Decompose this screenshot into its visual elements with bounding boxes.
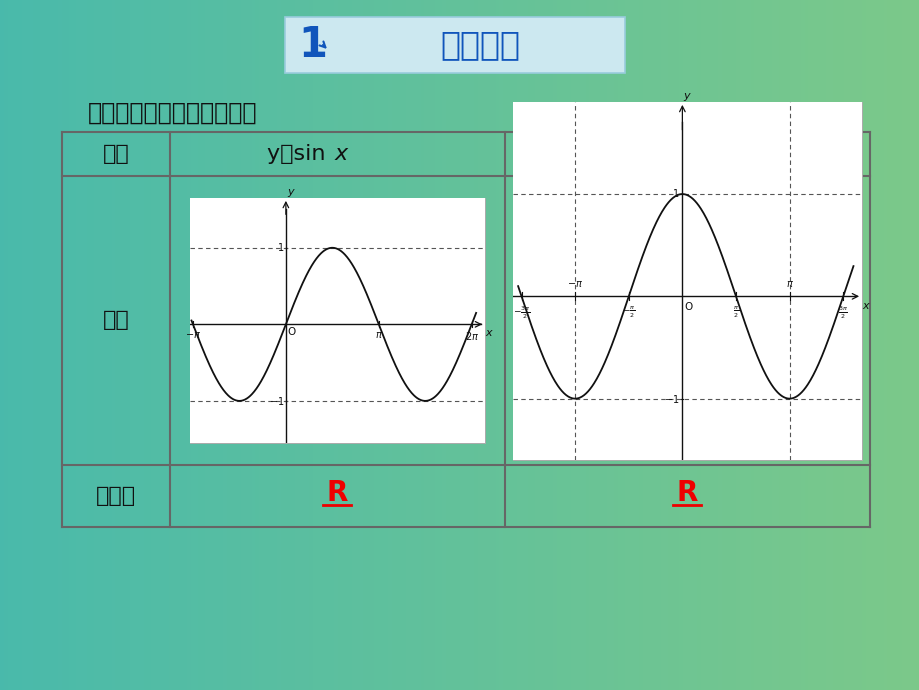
Text: $-\frac{3\pi}{2}$: $-\frac{3\pi}{2}$: [512, 304, 529, 321]
Text: 定义域: 定义域: [96, 486, 136, 506]
Text: 1: 1: [278, 243, 284, 253]
Text: y＝sin: y＝sin: [267, 144, 332, 164]
Text: x: x: [335, 144, 347, 164]
Bar: [190, 198, 484, 443]
Text: y＝cos: y＝cos: [611, 144, 682, 164]
Text: R: R: [676, 479, 698, 507]
Text: 教材梳理: 教材梳理: [439, 28, 519, 61]
Text: R: R: [326, 479, 347, 507]
Text: 1: 1: [298, 24, 327, 66]
Text: O: O: [287, 327, 295, 337]
Text: $-\pi$: $-\pi$: [185, 330, 201, 339]
Text: 1: 1: [672, 189, 678, 199]
Text: 正、余弦函数的图象与性质: 正、余弦函数的图象与性质: [88, 101, 257, 125]
Text: $\pi$: $\pi$: [785, 279, 793, 289]
Text: $-1$: $-1$: [663, 393, 678, 404]
Text: $-\frac{\pi}{2}$: $-\frac{\pi}{2}$: [621, 304, 635, 319]
Text: $2\pi$: $2\pi$: [464, 330, 478, 342]
Text: $\pi$: $\pi$: [374, 330, 382, 339]
Bar: [285, 17, 624, 73]
Text: x: x: [862, 302, 868, 311]
Text: x: x: [485, 328, 492, 338]
Text: y: y: [287, 187, 293, 197]
Text: 函数: 函数: [103, 144, 130, 164]
Text: $-1$: $-1$: [268, 395, 284, 407]
Text: $-\pi$: $-\pi$: [566, 279, 583, 289]
Text: $\frac{3\pi}{2}$: $\frac{3\pi}{2}$: [837, 304, 847, 321]
Text: O: O: [684, 302, 692, 313]
Text: x: x: [684, 144, 697, 164]
Text: $\frac{\pi}{2}$: $\frac{\pi}{2}$: [732, 304, 738, 319]
Text: y: y: [683, 91, 689, 101]
Bar: [513, 102, 861, 460]
Text: 图象: 图象: [103, 310, 130, 331]
